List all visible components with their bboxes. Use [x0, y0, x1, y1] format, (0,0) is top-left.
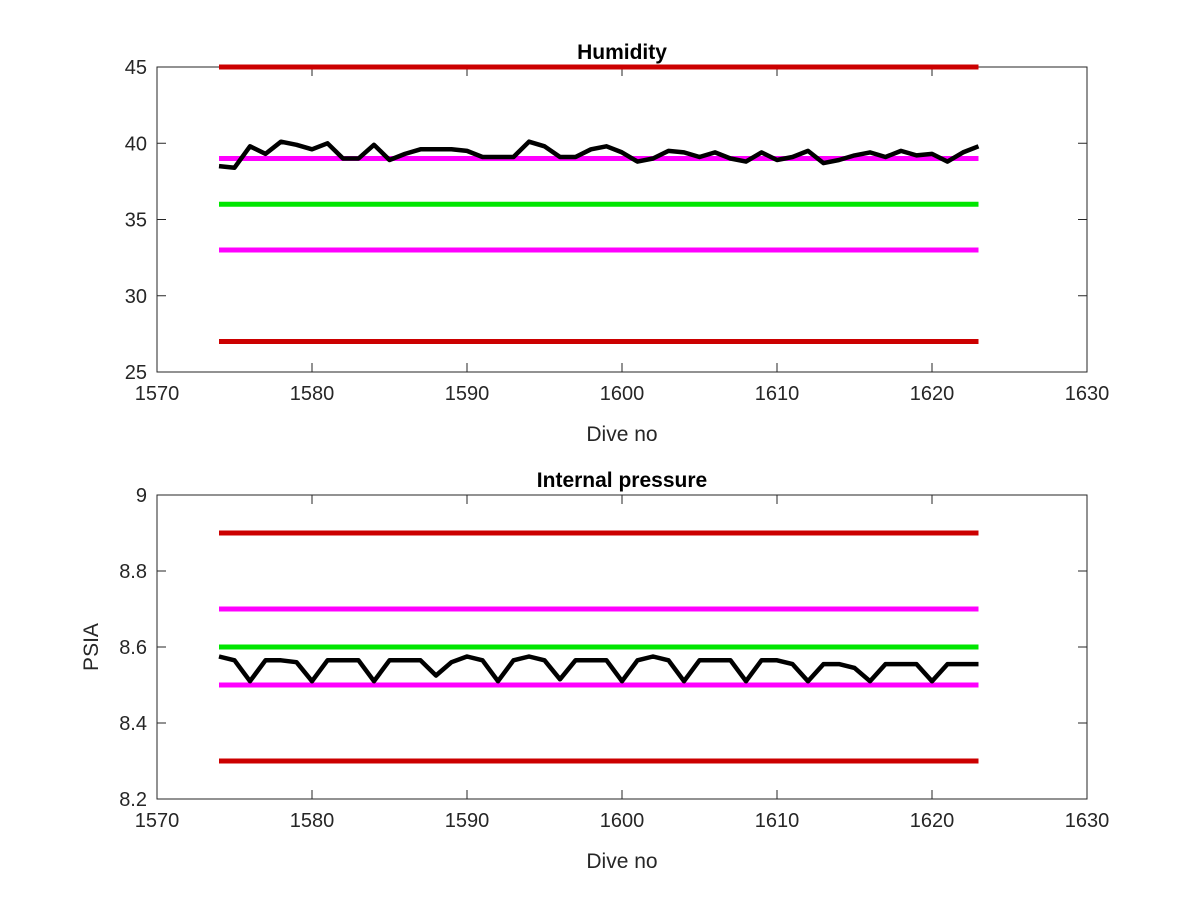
humidity-y-tick-label: 35 [125, 210, 147, 232]
internal-pressure-x-tick-label: 1570 [135, 810, 180, 832]
internal-pressure-x-tick-label: 1580 [290, 810, 335, 832]
humidity-x-tick-label: 1600 [600, 383, 645, 405]
internal-pressure-y-tick-label: 9 [136, 485, 147, 507]
internal-pressure-x-tick-label: 1610 [755, 810, 800, 832]
humidity-x-tick-label: 1590 [445, 383, 490, 405]
humidity-y-tick-label: 45 [125, 57, 147, 79]
internal-pressure-y-axis-label: PSIA [80, 623, 103, 671]
internal-pressure-y-tick-label: 8.8 [119, 561, 147, 583]
internal-pressure-x-tick-label: 1620 [910, 810, 955, 832]
humidity-x-tick-label: 1630 [1065, 383, 1110, 405]
internal-pressure-chart: 1570 1580 1590 1600 1610 1620 1630 8.2 8.4 8.6 8.8… [80, 469, 1109, 873]
humidity-y-tick-label: 25 [125, 362, 147, 384]
humidity-x-tick-label: 1610 [755, 383, 800, 405]
humidity-x-tick-label: 1620 [910, 383, 955, 405]
internal-pressure-y-tick-label: 8.2 [119, 789, 147, 811]
humidity-data-line [218, 139, 980, 170]
humidity-title: Humidity [577, 41, 667, 64]
humidity-chart: 1570 1580 1590 1600 1610 1620 1630 25 30 35 40 45 Hu… [125, 41, 1110, 446]
internal-pressure-x-tick-label: 1630 [1065, 810, 1110, 832]
humidity-axes [156, 66, 1088, 373]
internal-pressure-x-axis-label: Dive no [586, 850, 657, 873]
internal-pressure-title: Internal pressure [537, 469, 707, 492]
internal-pressure-y-tick-label: 8.4 [119, 713, 147, 735]
humidity-x-tick-label: 1580 [290, 383, 335, 405]
humidity-y-tick-label: 40 [125, 133, 147, 155]
internal-pressure-x-tick-label: 1600 [600, 810, 645, 832]
humidity-y-tick-label: 30 [125, 286, 147, 308]
internal-pressure-data-line [218, 654, 979, 684]
internal-pressure-y-tick-label: 8.6 [119, 637, 147, 659]
humidity-x-tick-label: 1570 [135, 383, 180, 405]
internal-pressure-x-tick-label: 1590 [445, 810, 490, 832]
humidity-x-axis-label: Dive no [586, 423, 657, 446]
